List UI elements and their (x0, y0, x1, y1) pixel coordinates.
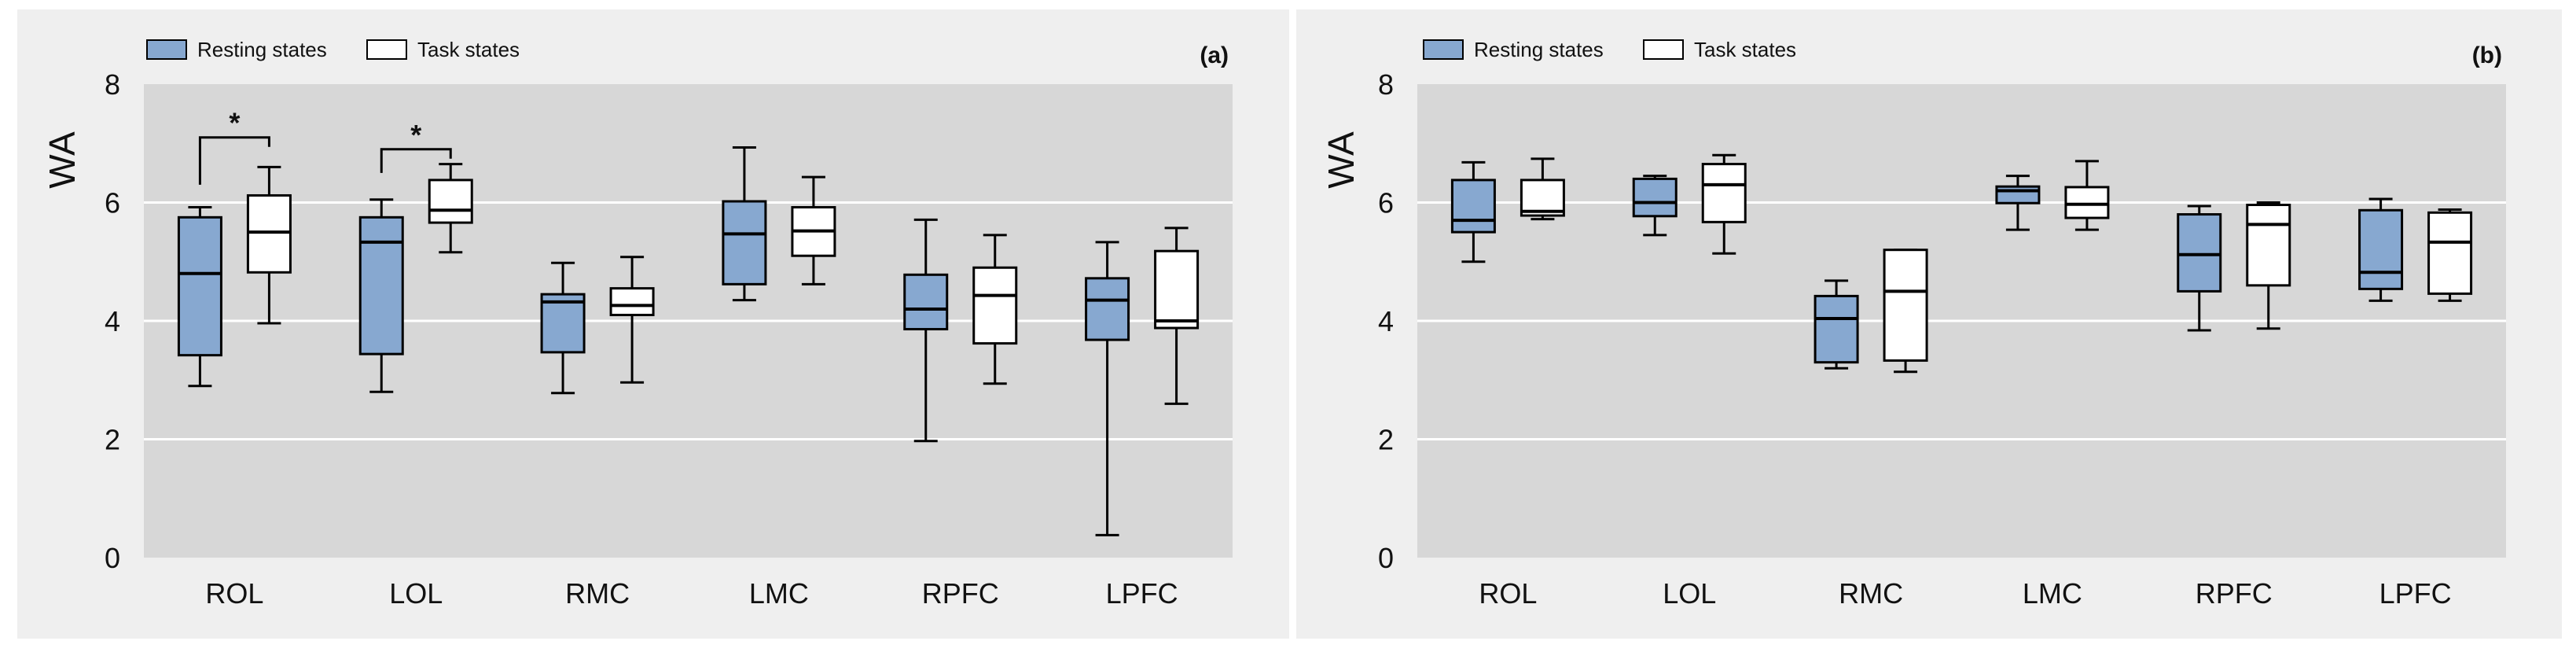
resting-box-rpfc (903, 273, 949, 331)
task-box-lmc (2064, 186, 2110, 219)
x-tick-label: ROL (1479, 577, 1537, 610)
resting-box-lpfc (1085, 277, 1130, 341)
task-box-lol (428, 179, 473, 224)
legend-label: Resting states (197, 38, 327, 61)
panel-b: 0 2 4 6 8 WA (b) Resting states Task states ROL LO… (1296, 9, 2562, 639)
x-tick-label: LPFC (2379, 577, 2452, 610)
y-tick-label: 0 (105, 542, 120, 574)
resting-box-rol (1450, 179, 1496, 234)
task-box-rmc (1883, 249, 1928, 362)
resting-box-rol (177, 215, 222, 357)
legend-label: Resting states (1474, 38, 1604, 61)
x-tick-label: LMC (749, 577, 809, 610)
legend-swatch-resting (146, 39, 187, 60)
y-tick-label: 4 (105, 305, 120, 337)
y-axis-label: WA (42, 131, 83, 189)
significance-star: * (229, 107, 240, 139)
resting-box-lmc (722, 200, 767, 285)
y-tick-label: 0 (1378, 542, 1394, 574)
task-box-rol (1520, 179, 1565, 217)
resting-box-lol (1632, 177, 1678, 218)
significance-bracket (198, 136, 270, 185)
x-tick-label: ROL (205, 577, 263, 610)
y-tick-label: 2 (105, 424, 120, 456)
resting-box-rmc (1813, 294, 1859, 364)
legend-swatch-task (366, 39, 407, 60)
x-tick-label: RPFC (2196, 577, 2273, 610)
task-box-lpfc (2427, 211, 2473, 295)
legend-swatch-resting (1423, 39, 1464, 60)
task-box-lol (1701, 163, 1747, 223)
x-tick-label: RPFC (922, 577, 999, 610)
task-box-rmc (609, 287, 655, 316)
legend-label: Task states (417, 38, 520, 61)
y-tick-label: 4 (1378, 305, 1394, 337)
x-tick-label: LPFC (1106, 577, 1178, 610)
resting-box-rmc (540, 293, 586, 354)
panel-label: (b) (2472, 42, 2502, 68)
x-tick-label: LMC (2023, 577, 2082, 610)
x-tick-label: RMC (565, 577, 630, 610)
significance-bracket (380, 148, 452, 173)
resting-box-lpfc (2358, 208, 2404, 290)
panel-label: (a) (1200, 42, 1229, 68)
x-tick-label: LOL (1663, 577, 1716, 610)
y-tick-label: 2 (1378, 424, 1394, 456)
task-box-rpfc (2246, 204, 2291, 287)
legend-label: Task states (1694, 38, 1796, 61)
significance-star: * (410, 119, 421, 151)
legend-swatch-task (1643, 39, 1684, 60)
y-axis-label: WA (1321, 131, 1361, 189)
y-tick-label: 6 (105, 187, 120, 219)
task-box-lpfc (1154, 249, 1200, 330)
resting-box-rpfc (2177, 213, 2222, 293)
x-tick-label: LOL (389, 577, 443, 610)
panel-a: 0 2 4 6 8 WA (a) Resting states Task states ROL LO… (17, 9, 1289, 639)
y-tick-label: 6 (1378, 187, 1394, 219)
task-box-rol (246, 193, 292, 274)
resting-box-lol (358, 215, 404, 355)
x-tick-label: RMC (1839, 577, 1903, 610)
resting-box-lmc (1995, 185, 2041, 204)
task-box-rpfc (972, 266, 1018, 345)
y-tick-label: 8 (1378, 68, 1394, 101)
y-tick-label: 8 (105, 68, 120, 101)
